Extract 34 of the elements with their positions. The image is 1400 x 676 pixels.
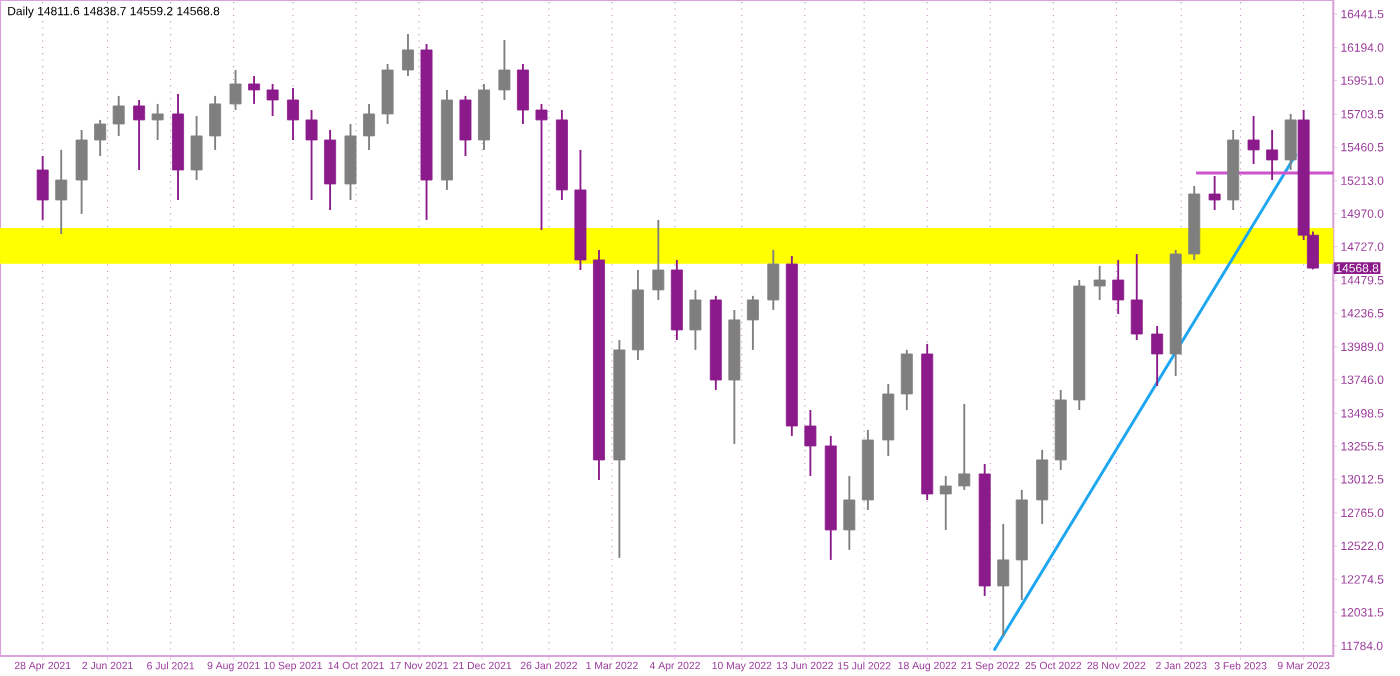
candlestick	[112, 94, 125, 137]
candlestick	[36, 155, 49, 221]
candlestick	[1093, 264, 1106, 301]
candlestick	[843, 474, 856, 551]
candlestick	[978, 463, 991, 597]
candlestick	[151, 102, 164, 141]
candlestick	[1169, 248, 1182, 377]
candlestick	[498, 39, 511, 101]
candlestick	[133, 99, 146, 171]
candlestick	[305, 109, 318, 201]
candlestick	[1266, 129, 1279, 181]
candlestick	[804, 409, 817, 477]
candlestick	[459, 94, 472, 157]
candlestick	[248, 75, 261, 105]
candlestick	[689, 288, 702, 351]
candlestick	[939, 474, 952, 531]
candlestick	[1247, 115, 1260, 165]
candlestick	[1284, 113, 1297, 171]
candlestick	[767, 248, 780, 311]
candlestick	[574, 148, 587, 271]
candlestick	[94, 118, 107, 157]
candlestick	[1208, 175, 1221, 211]
candlestick	[266, 83, 279, 117]
candlestick	[190, 115, 203, 181]
candlestick	[420, 43, 433, 221]
candlestick	[344, 123, 357, 201]
candlestick	[958, 402, 971, 491]
candlestick	[652, 218, 665, 301]
candlestick	[229, 69, 242, 111]
candlestick	[613, 339, 626, 559]
candlestick	[75, 129, 88, 215]
candlestick	[728, 309, 741, 445]
candlestick	[535, 102, 548, 231]
candlestick	[381, 63, 394, 125]
